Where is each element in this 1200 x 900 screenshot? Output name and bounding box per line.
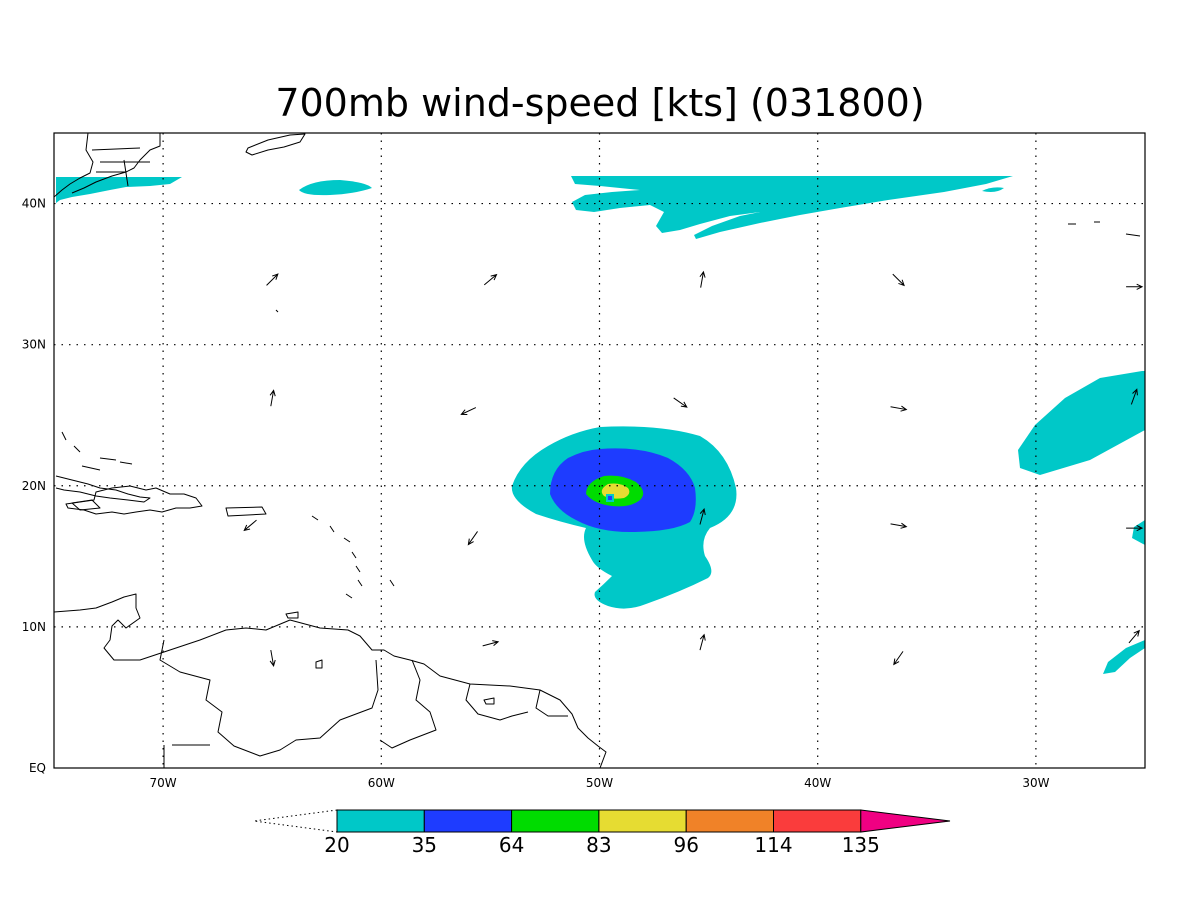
coast-hispaniola xyxy=(65,485,203,515)
wind-arrow xyxy=(460,407,477,415)
wind-arrow xyxy=(467,531,478,546)
wind-arrow xyxy=(266,273,279,286)
colorbar-label: 96 xyxy=(673,833,698,857)
colorbar-swatch xyxy=(423,809,513,833)
coast-jamaica xyxy=(71,499,101,511)
lon-tick-label: 70W xyxy=(150,776,177,790)
lat-tick-label: EQ xyxy=(29,761,46,775)
wind-arrow xyxy=(699,270,706,288)
chart-title: 700mb wind-speed [kts] (031800) xyxy=(275,81,924,125)
wind-speed-shading xyxy=(56,176,1145,674)
coast-small-islands xyxy=(275,221,1141,705)
colorbar-swatch xyxy=(773,809,862,833)
wind-arrow xyxy=(483,273,498,286)
latitude-labels: EQ 10N 20N 30N 40N xyxy=(22,197,46,775)
wind-arrow xyxy=(1130,388,1138,405)
colorbar-high-triangle xyxy=(860,809,951,833)
wind-arrow xyxy=(890,405,908,412)
wind-arrow xyxy=(1128,629,1140,644)
wind-arrow xyxy=(890,522,908,529)
wind-arrow xyxy=(673,397,688,408)
colorbar-label: 35 xyxy=(412,833,437,857)
coast-south-america xyxy=(54,593,607,768)
country-borders-sa xyxy=(159,639,568,768)
colorbar-swatch xyxy=(336,809,425,833)
lat-tick-label: 10N xyxy=(22,620,46,634)
lon-tick-label: 60W xyxy=(368,776,395,790)
wind-arrow xyxy=(699,633,706,651)
coast-north-america xyxy=(54,133,94,198)
colorbar-label: 114 xyxy=(754,833,792,857)
wind-arrow xyxy=(269,389,276,407)
colorbar-swatch xyxy=(598,809,687,833)
wind-arrow xyxy=(1126,283,1144,290)
shade-20-35 xyxy=(56,176,1145,674)
wind-arrow xyxy=(269,649,276,667)
coast-nova-scotia xyxy=(245,133,306,156)
plot-area xyxy=(54,133,1145,768)
plot-frame xyxy=(53,132,1146,769)
wind-arrow xyxy=(1126,525,1144,532)
gridlines xyxy=(54,133,1145,768)
lon-tick-label: 40W xyxy=(804,776,831,790)
coast-maine xyxy=(71,133,161,194)
coast-bahamas xyxy=(61,431,133,471)
state-borders xyxy=(91,147,150,187)
lon-tick-label: 50W xyxy=(586,776,613,790)
lat-tick-label: 40N xyxy=(22,197,46,211)
colorbar-low-triangle xyxy=(253,809,338,833)
wind-arrow xyxy=(243,519,257,532)
longitude-labels: 70W 60W 50W 40W 30W xyxy=(150,776,1050,790)
shade-eye xyxy=(606,494,614,502)
lat-tick-label: 20N xyxy=(22,479,46,493)
wind-arrow xyxy=(482,640,500,647)
colorbar-label: 64 xyxy=(499,833,524,857)
coastlines xyxy=(54,133,1141,768)
colorbar: 20 35 64 83 96 114 135 xyxy=(253,809,951,857)
wind-arrow xyxy=(699,507,706,525)
lon-tick-label: 30W xyxy=(1022,776,1049,790)
coast-trinidad xyxy=(285,611,299,619)
colorbar-label: 20 xyxy=(324,833,349,857)
wind-arrow xyxy=(892,273,905,287)
wind-vectors xyxy=(243,270,1144,667)
coast-lesser-antilles xyxy=(311,515,395,599)
colorbar-swatch xyxy=(511,809,600,833)
coast-puerto-rico xyxy=(225,506,267,517)
colorbar-swatch xyxy=(685,809,775,833)
colorbar-label: 83 xyxy=(586,833,611,857)
lat-tick-label: 30N xyxy=(22,338,46,352)
wind-arrow xyxy=(893,651,904,666)
coast-cuba xyxy=(55,475,151,503)
colorbar-label: 135 xyxy=(842,833,880,857)
